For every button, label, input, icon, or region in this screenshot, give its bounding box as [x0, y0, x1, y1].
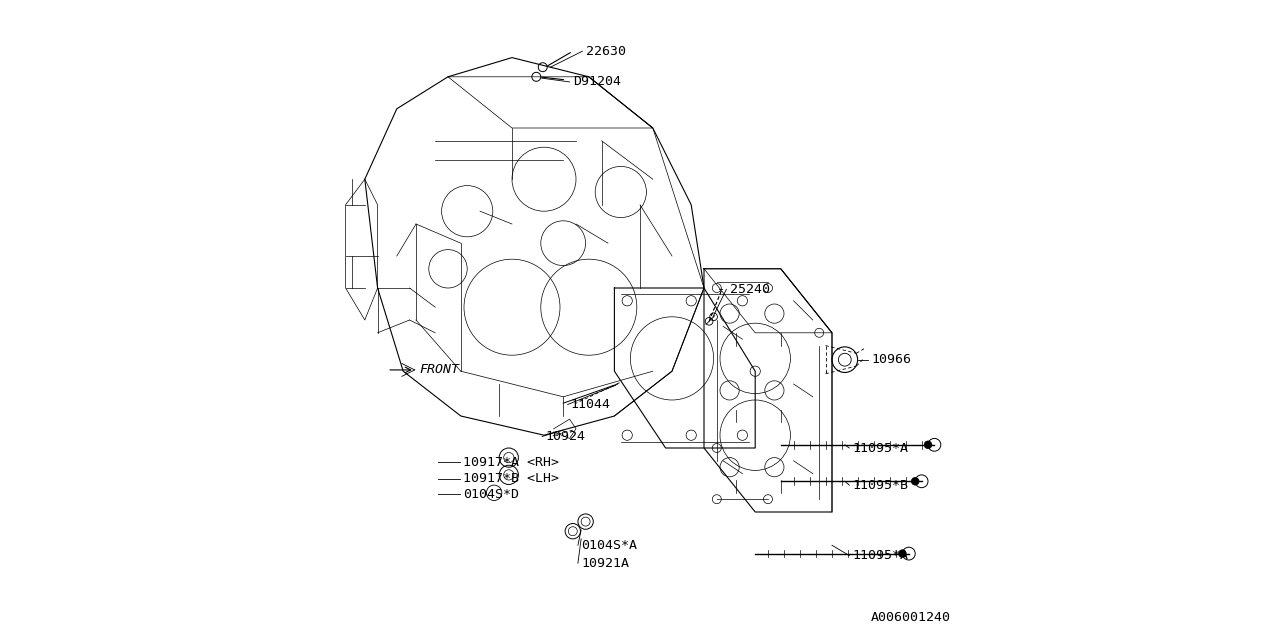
Text: 11095*B: 11095*B — [852, 479, 909, 492]
Circle shape — [911, 477, 919, 485]
Text: 22630: 22630 — [585, 45, 626, 58]
Text: 10966: 10966 — [872, 353, 911, 366]
Text: A006001240: A006001240 — [870, 611, 950, 624]
Circle shape — [899, 550, 906, 557]
Text: 10917*A <RH>: 10917*A <RH> — [463, 456, 559, 468]
Text: 11095*A: 11095*A — [852, 442, 909, 454]
Text: 0104S*D: 0104S*D — [463, 488, 520, 500]
Text: 11044: 11044 — [571, 398, 611, 411]
Text: 25240: 25240 — [730, 283, 769, 296]
Text: FRONT: FRONT — [420, 364, 460, 376]
Text: 10924: 10924 — [545, 430, 585, 443]
Text: 0104S*A: 0104S*A — [581, 539, 637, 552]
Text: 10921A: 10921A — [581, 557, 630, 570]
Text: 10917*B <LH>: 10917*B <LH> — [463, 472, 559, 485]
Circle shape — [924, 441, 932, 449]
Text: D91204: D91204 — [573, 76, 621, 88]
Text: 11095*A: 11095*A — [852, 549, 909, 562]
